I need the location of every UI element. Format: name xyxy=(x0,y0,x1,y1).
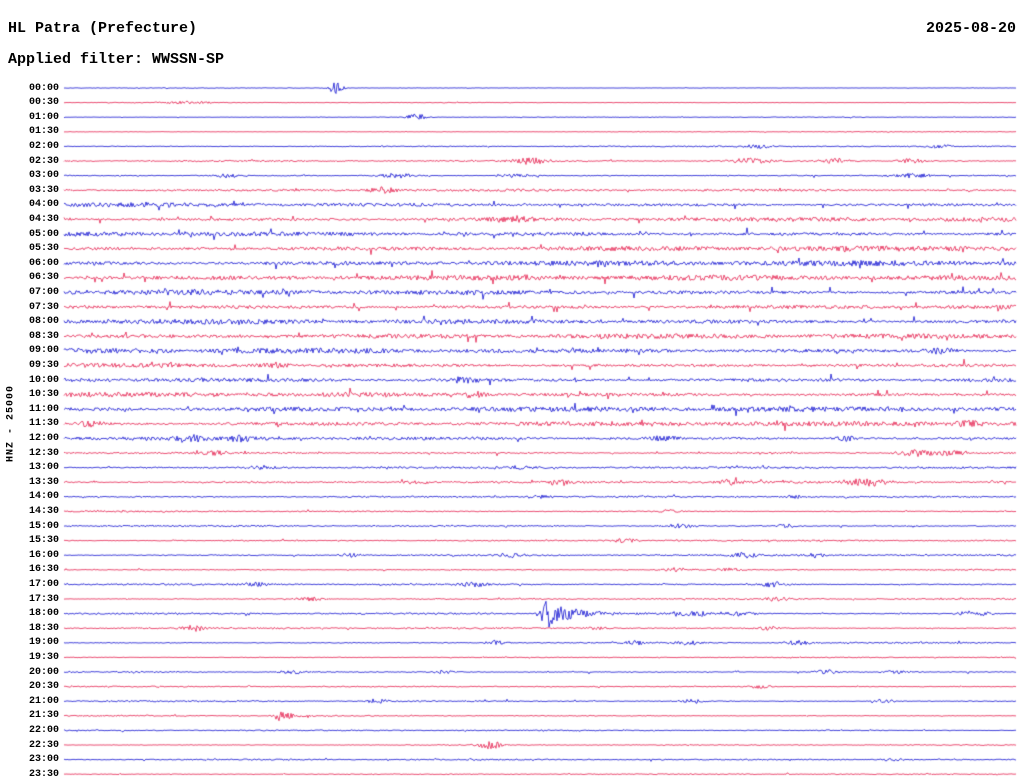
time-label: 18:00 xyxy=(28,608,59,620)
time-label: 21:00 xyxy=(28,695,59,707)
time-label: 12:00 xyxy=(28,432,59,444)
time-label: 13:30 xyxy=(28,476,59,488)
time-label: 20:30 xyxy=(28,681,59,693)
time-label: 01:30 xyxy=(28,126,59,138)
time-label: 14:00 xyxy=(28,491,59,503)
time-label: 05:00 xyxy=(28,228,59,240)
time-label: 04:30 xyxy=(28,213,59,225)
time-label: 02:00 xyxy=(28,140,59,152)
time-label: 01:00 xyxy=(28,111,59,123)
time-label: 02:30 xyxy=(28,155,59,167)
time-label: 07:30 xyxy=(28,301,59,313)
time-label: 21:30 xyxy=(28,710,59,722)
time-label: 17:00 xyxy=(28,578,59,590)
time-label: 09:00 xyxy=(28,345,59,357)
time-label: 19:30 xyxy=(28,651,59,663)
time-label: 23:00 xyxy=(28,754,59,766)
time-label: 19:00 xyxy=(28,637,59,649)
time-label: 22:00 xyxy=(28,724,59,736)
time-label: 16:30 xyxy=(28,564,59,576)
time-label: 08:30 xyxy=(28,330,59,342)
time-label: 13:00 xyxy=(28,462,59,474)
time-label: 14:30 xyxy=(28,505,59,517)
time-label: 00:00 xyxy=(28,82,59,94)
time-axis: 00:00 00:30 01:00 01:30 02:00 02:30 03:00 03:30… xyxy=(0,0,61,780)
time-label: 15:30 xyxy=(28,535,59,547)
time-label: 00:30 xyxy=(28,97,59,109)
time-label: 05:30 xyxy=(28,243,59,255)
time-label: 03:30 xyxy=(28,184,59,196)
time-label: 06:00 xyxy=(28,257,59,269)
time-label: 20:00 xyxy=(28,666,59,678)
time-label: 10:30 xyxy=(28,389,59,401)
time-label: 11:30 xyxy=(28,418,59,430)
time-label: 04:00 xyxy=(28,199,59,211)
time-label: 16:00 xyxy=(28,549,59,561)
time-label: 15:00 xyxy=(28,520,59,532)
time-label: 06:30 xyxy=(28,272,59,284)
time-label: 11:00 xyxy=(28,403,59,415)
time-label: 07:00 xyxy=(28,286,59,298)
time-label: 22:30 xyxy=(28,739,59,751)
time-label: 10:00 xyxy=(28,374,59,386)
time-label: 18:30 xyxy=(28,622,59,634)
time-label: 12:30 xyxy=(28,447,59,459)
time-label: 08:00 xyxy=(28,316,59,328)
time-label: 09:30 xyxy=(28,359,59,371)
time-label: 17:30 xyxy=(28,593,59,605)
time-label: 23:30 xyxy=(28,768,59,780)
time-label: 03:00 xyxy=(28,170,59,182)
